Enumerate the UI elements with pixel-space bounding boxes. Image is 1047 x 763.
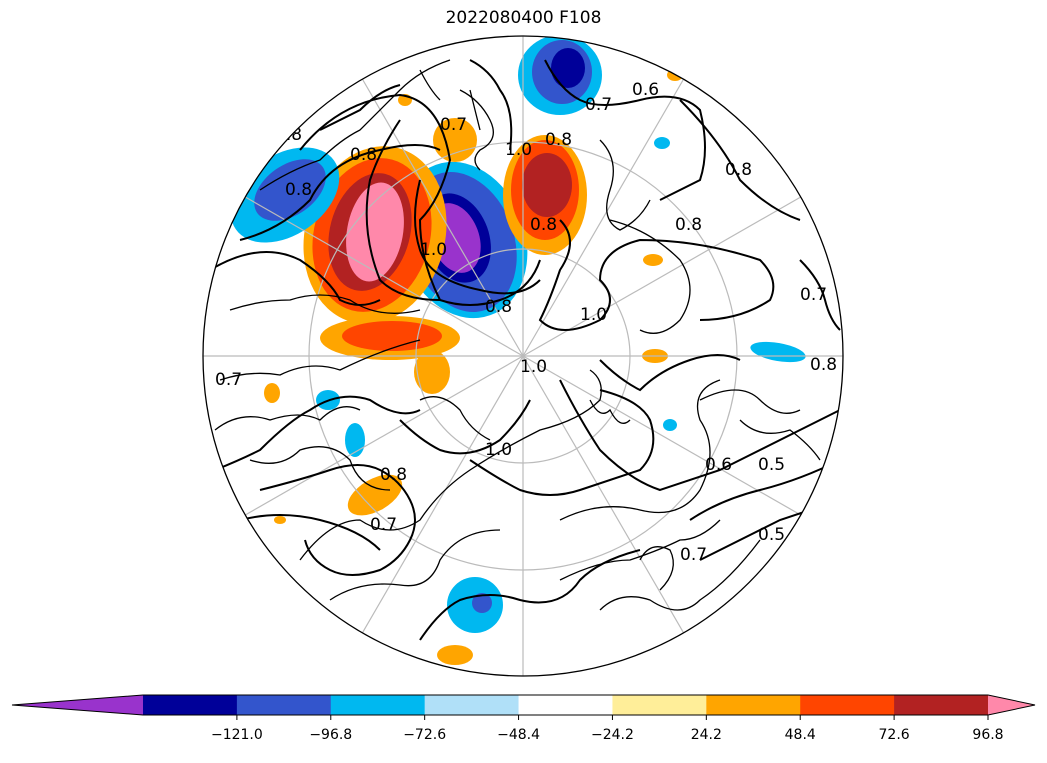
colorbar-tick-label: 72.6 bbox=[879, 727, 910, 743]
contour-label: 0.7 bbox=[215, 370, 242, 390]
contour-label: 0.7 bbox=[440, 115, 467, 135]
contour-lines bbox=[209, 59, 841, 641]
colorbar-tick-label: 24.2 bbox=[691, 727, 722, 743]
contour-label: 0.8 bbox=[675, 215, 702, 235]
contour-label: 0.8 bbox=[350, 145, 377, 165]
contour-label: 0.8 bbox=[485, 297, 512, 317]
contour-label: 0.7 bbox=[585, 95, 612, 115]
contour-label: 1.0 bbox=[485, 440, 512, 460]
colorbar-segment bbox=[518, 695, 613, 715]
colorbar-segment bbox=[236, 695, 332, 715]
contour-label: 0.8 bbox=[810, 355, 837, 375]
map-title: 2022080400 F108 bbox=[445, 8, 602, 28]
colorbar-tick-label: −24.2 bbox=[591, 727, 634, 743]
colorbar-segment bbox=[143, 695, 238, 715]
colorbar: −121.0 −96.8 −72.6 −48.4 −24.2 24.2 48.4 72.6 96… bbox=[11, 694, 1036, 743]
contour-label: 0.8 bbox=[530, 215, 557, 235]
colorbar-segment bbox=[706, 695, 801, 715]
contour-label: 0.6 bbox=[705, 455, 732, 475]
colorbar-outline bbox=[11, 694, 1036, 716]
graticule bbox=[203, 36, 843, 676]
colorbar-segment bbox=[894, 695, 989, 715]
contour-label: 1.0 bbox=[420, 240, 447, 260]
contour-label: 0.7 bbox=[370, 515, 397, 535]
contour-label: 0.7 bbox=[800, 285, 827, 305]
contour-label: 1.0 bbox=[580, 305, 607, 325]
contour-label: 1.0 bbox=[505, 140, 532, 160]
contour-label: 0.7 bbox=[680, 545, 707, 565]
contour-label: 0.8 bbox=[380, 465, 407, 485]
colorbar-ticks: −121.0 −96.8 −72.6 −48.4 −24.2 24.2 48.4 72.6 96… bbox=[211, 715, 1004, 743]
colorbar-segment bbox=[612, 695, 707, 715]
colorbar-tick-label: −72.6 bbox=[403, 727, 446, 743]
colorbar-segment bbox=[330, 695, 426, 715]
colorbar-body bbox=[11, 694, 1036, 716]
colorbar-segment bbox=[800, 695, 895, 715]
colorbar-tick-label: −48.4 bbox=[497, 727, 540, 743]
contour-label: 0.5 bbox=[758, 525, 785, 545]
contour-label: 0.5 bbox=[758, 455, 785, 475]
contour-label: 0.8 bbox=[725, 160, 752, 180]
map-boundary bbox=[202, 35, 844, 677]
contour-label: 0.8 bbox=[545, 130, 572, 150]
colorbar-tick-label: −121.0 bbox=[211, 727, 263, 743]
colorbar-tick-label: 96.8 bbox=[972, 727, 1003, 743]
colorbar-extend-low bbox=[12, 695, 143, 715]
coastlines bbox=[214, 59, 821, 611]
contour-label: 0.8 bbox=[285, 180, 312, 200]
contour-label: 0.6 bbox=[632, 80, 659, 100]
polar-map: 0.6 0.7 0.8 0.8 0.8 0.8 0.8 0.8 1.0 1.0 … bbox=[202, 35, 844, 677]
colorbar-extend-high bbox=[988, 695, 1035, 715]
colorbar-tick-label: −96.8 bbox=[309, 727, 352, 743]
contour-label: 1.0 bbox=[520, 357, 547, 377]
colorbar-tick-label: 48.4 bbox=[785, 727, 816, 743]
colorbar-segment bbox=[424, 695, 520, 715]
